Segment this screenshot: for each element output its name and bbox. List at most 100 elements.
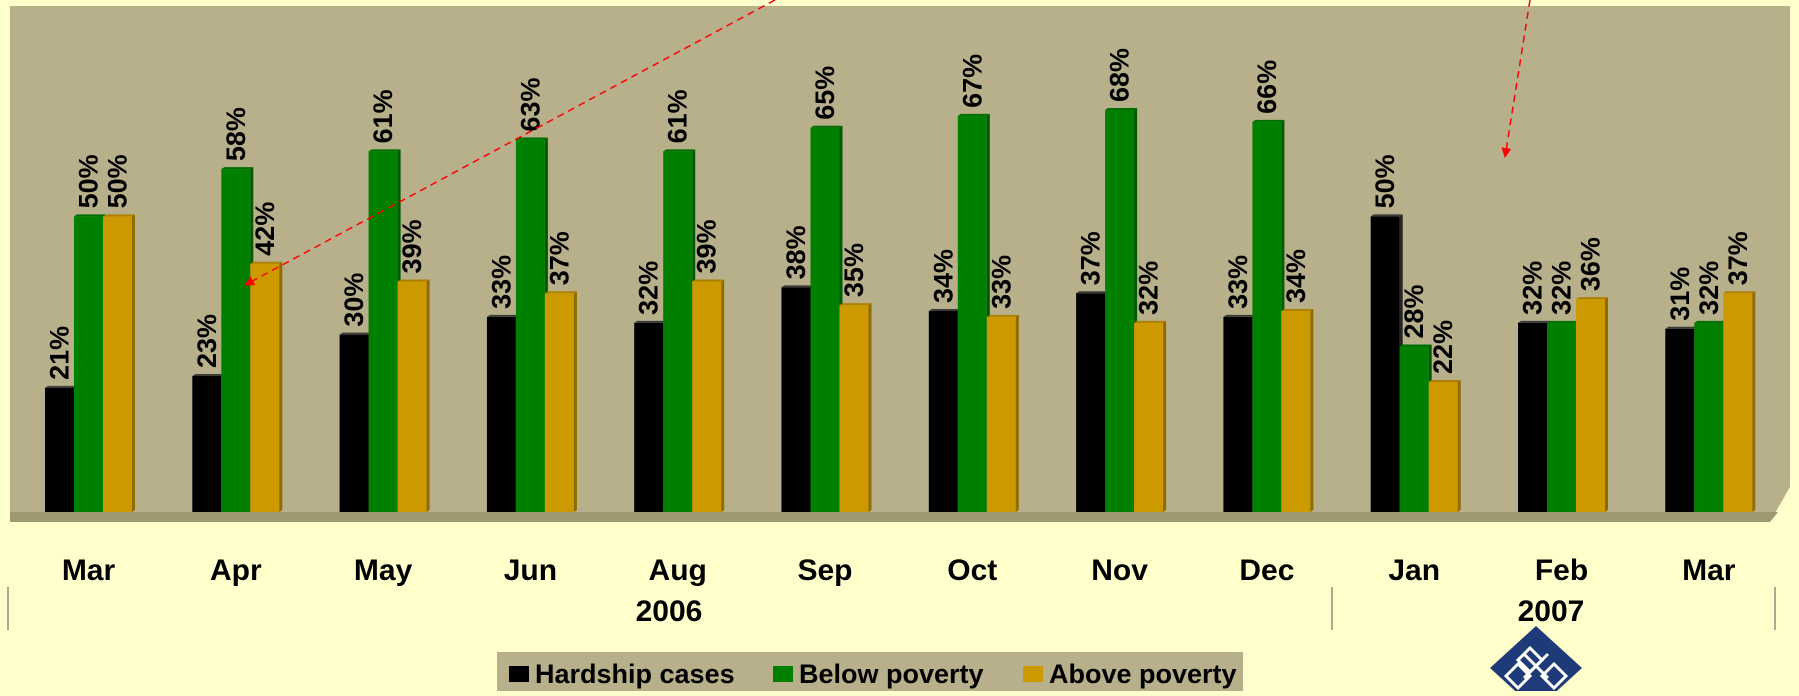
x-axis: Mar Apr May Jun Aug Sep Oct Nov Dec Jan Feb Mar 2006… xyxy=(7,554,1776,630)
bar-below-9 xyxy=(1252,119,1285,512)
bar-hardship-3 xyxy=(339,332,372,512)
bar-above-7 xyxy=(986,314,1019,512)
bar-hardship-2 xyxy=(192,374,225,512)
value-label-above-9: 34% xyxy=(1281,249,1311,303)
bar-above-1 xyxy=(103,214,135,513)
knot-logo-icon xyxy=(1490,626,1582,696)
bar-above-2 xyxy=(250,261,283,512)
bar-below-3 xyxy=(368,149,401,512)
value-label-below-3: 61% xyxy=(368,89,398,143)
bar-above-3 xyxy=(397,279,430,512)
value-label-hardship-11: 32% xyxy=(1518,261,1548,315)
value-label-above-5: 39% xyxy=(692,219,722,273)
x-tick-label-1: Mar xyxy=(62,554,116,587)
bar-above-8 xyxy=(1134,320,1167,512)
bar-below-11 xyxy=(1547,320,1579,512)
legend: Hardship cases Below poverty Above pover… xyxy=(497,652,1243,691)
x-tick-label-2: Apr xyxy=(210,554,262,587)
bar-hardship-1 xyxy=(45,385,77,512)
legend-label-above: Above poverty xyxy=(1049,659,1237,689)
bar-above-6 xyxy=(839,303,872,512)
year-label-2007: 2007 xyxy=(1518,595,1585,628)
value-label-hardship-2: 23% xyxy=(192,314,222,368)
x-tick-label-7: Oct xyxy=(947,554,997,587)
value-label-hardship-5: 32% xyxy=(634,261,664,315)
value-label-above-10: 22% xyxy=(1428,320,1458,374)
x-tick-label-8: Nov xyxy=(1091,554,1148,587)
value-label-above-11: 36% xyxy=(1576,237,1606,291)
value-labels-layer: 21%50% 50%23%58%42%30%61%39%33%63%37%32%6… xyxy=(45,48,1753,380)
x-tick-label-11: Feb xyxy=(1535,554,1588,587)
bar-above-9 xyxy=(1281,309,1314,512)
x-tick-label-9: Dec xyxy=(1239,554,1294,587)
value-label-below-11: 32% xyxy=(1547,261,1577,315)
value-label-above-2: 42% xyxy=(250,202,280,256)
value-label-above-8: 32% xyxy=(1134,261,1164,315)
plot-floor xyxy=(10,512,1778,522)
year-label-2006: 2006 xyxy=(636,595,703,628)
value-label-below-7: 67% xyxy=(957,54,987,108)
bar-below-2 xyxy=(221,167,254,512)
bar-hardship-10 xyxy=(1370,214,1403,513)
bar-hardship-12 xyxy=(1665,326,1698,512)
bar-hardship-9 xyxy=(1223,314,1256,512)
legend-swatch-below xyxy=(773,666,793,682)
bar-hardship-11 xyxy=(1518,320,1550,512)
value-label-above-3: 39% xyxy=(397,219,427,273)
annotation-arrow-right xyxy=(1501,0,1531,158)
bar-hardship-8 xyxy=(1076,291,1109,512)
x-tick-label-10: Jan xyxy=(1388,554,1440,587)
x-tick-label-3: May xyxy=(354,554,413,587)
legend-label-hardship: Hardship cases xyxy=(535,659,735,689)
bar-above-4 xyxy=(544,291,577,512)
value-label-above-6: 35% xyxy=(839,243,869,297)
bar-below-6 xyxy=(810,125,843,512)
value-label-above-7: 33% xyxy=(986,255,1016,309)
bars-layer xyxy=(45,108,1756,513)
bar-below-10 xyxy=(1399,344,1432,512)
legend-label-below: Below poverty xyxy=(799,659,984,689)
bar-hardship-6 xyxy=(781,285,814,512)
value-label-hardship-9: 33% xyxy=(1223,255,1253,309)
bar-below-7 xyxy=(957,113,990,512)
value-label-hardship-1: 21% xyxy=(45,326,75,380)
value-label-hardship-6: 38% xyxy=(781,225,811,279)
bar-hardship-4 xyxy=(486,314,519,512)
value-label-below-5: 61% xyxy=(663,89,693,143)
legend-swatch-hardship xyxy=(509,666,529,682)
value-label-above-12: 37% xyxy=(1723,231,1753,285)
bar-below-5 xyxy=(663,149,696,512)
value-label-below-2: 58% xyxy=(221,107,251,161)
value-label-below-6: 65% xyxy=(810,66,840,120)
bar-below-12 xyxy=(1694,320,1727,512)
annotation-arrows xyxy=(244,0,1531,286)
value-label-hardship-4: 33% xyxy=(486,255,516,309)
annotation-arrow-left xyxy=(244,0,776,286)
bar-hardship-7 xyxy=(928,309,961,512)
value-label-hardship-8: 37% xyxy=(1076,231,1106,285)
bar-above-5 xyxy=(692,279,725,512)
value-label-below-9: 66% xyxy=(1252,60,1282,114)
bar-above-10 xyxy=(1428,379,1461,512)
bar-below-8 xyxy=(1105,108,1138,512)
value-label-hardship-7: 34% xyxy=(928,249,958,303)
bar-below-1 xyxy=(74,214,106,513)
legend-box xyxy=(497,652,1243,691)
plot-area xyxy=(10,6,1790,522)
value-label-below-12: 32% xyxy=(1694,261,1724,315)
bar-below-4 xyxy=(515,137,548,512)
bar-hardship-5 xyxy=(634,320,667,512)
value-label-above-4: 37% xyxy=(544,231,574,285)
value-label-above-1: 50% xyxy=(103,154,133,208)
bar-above-11 xyxy=(1576,297,1608,512)
value-label-below-10: 28% xyxy=(1399,284,1429,338)
value-label-hardship-10: 50% xyxy=(1370,154,1400,208)
x-tick-label-6: Sep xyxy=(797,554,852,587)
value-label-below-1: 50% xyxy=(74,154,104,208)
value-label-hardship-12: 31% xyxy=(1665,267,1695,321)
legend-swatch-above xyxy=(1023,666,1043,682)
x-tick-label-12: Mar xyxy=(1682,554,1736,587)
value-label-hardship-3: 30% xyxy=(339,273,369,327)
